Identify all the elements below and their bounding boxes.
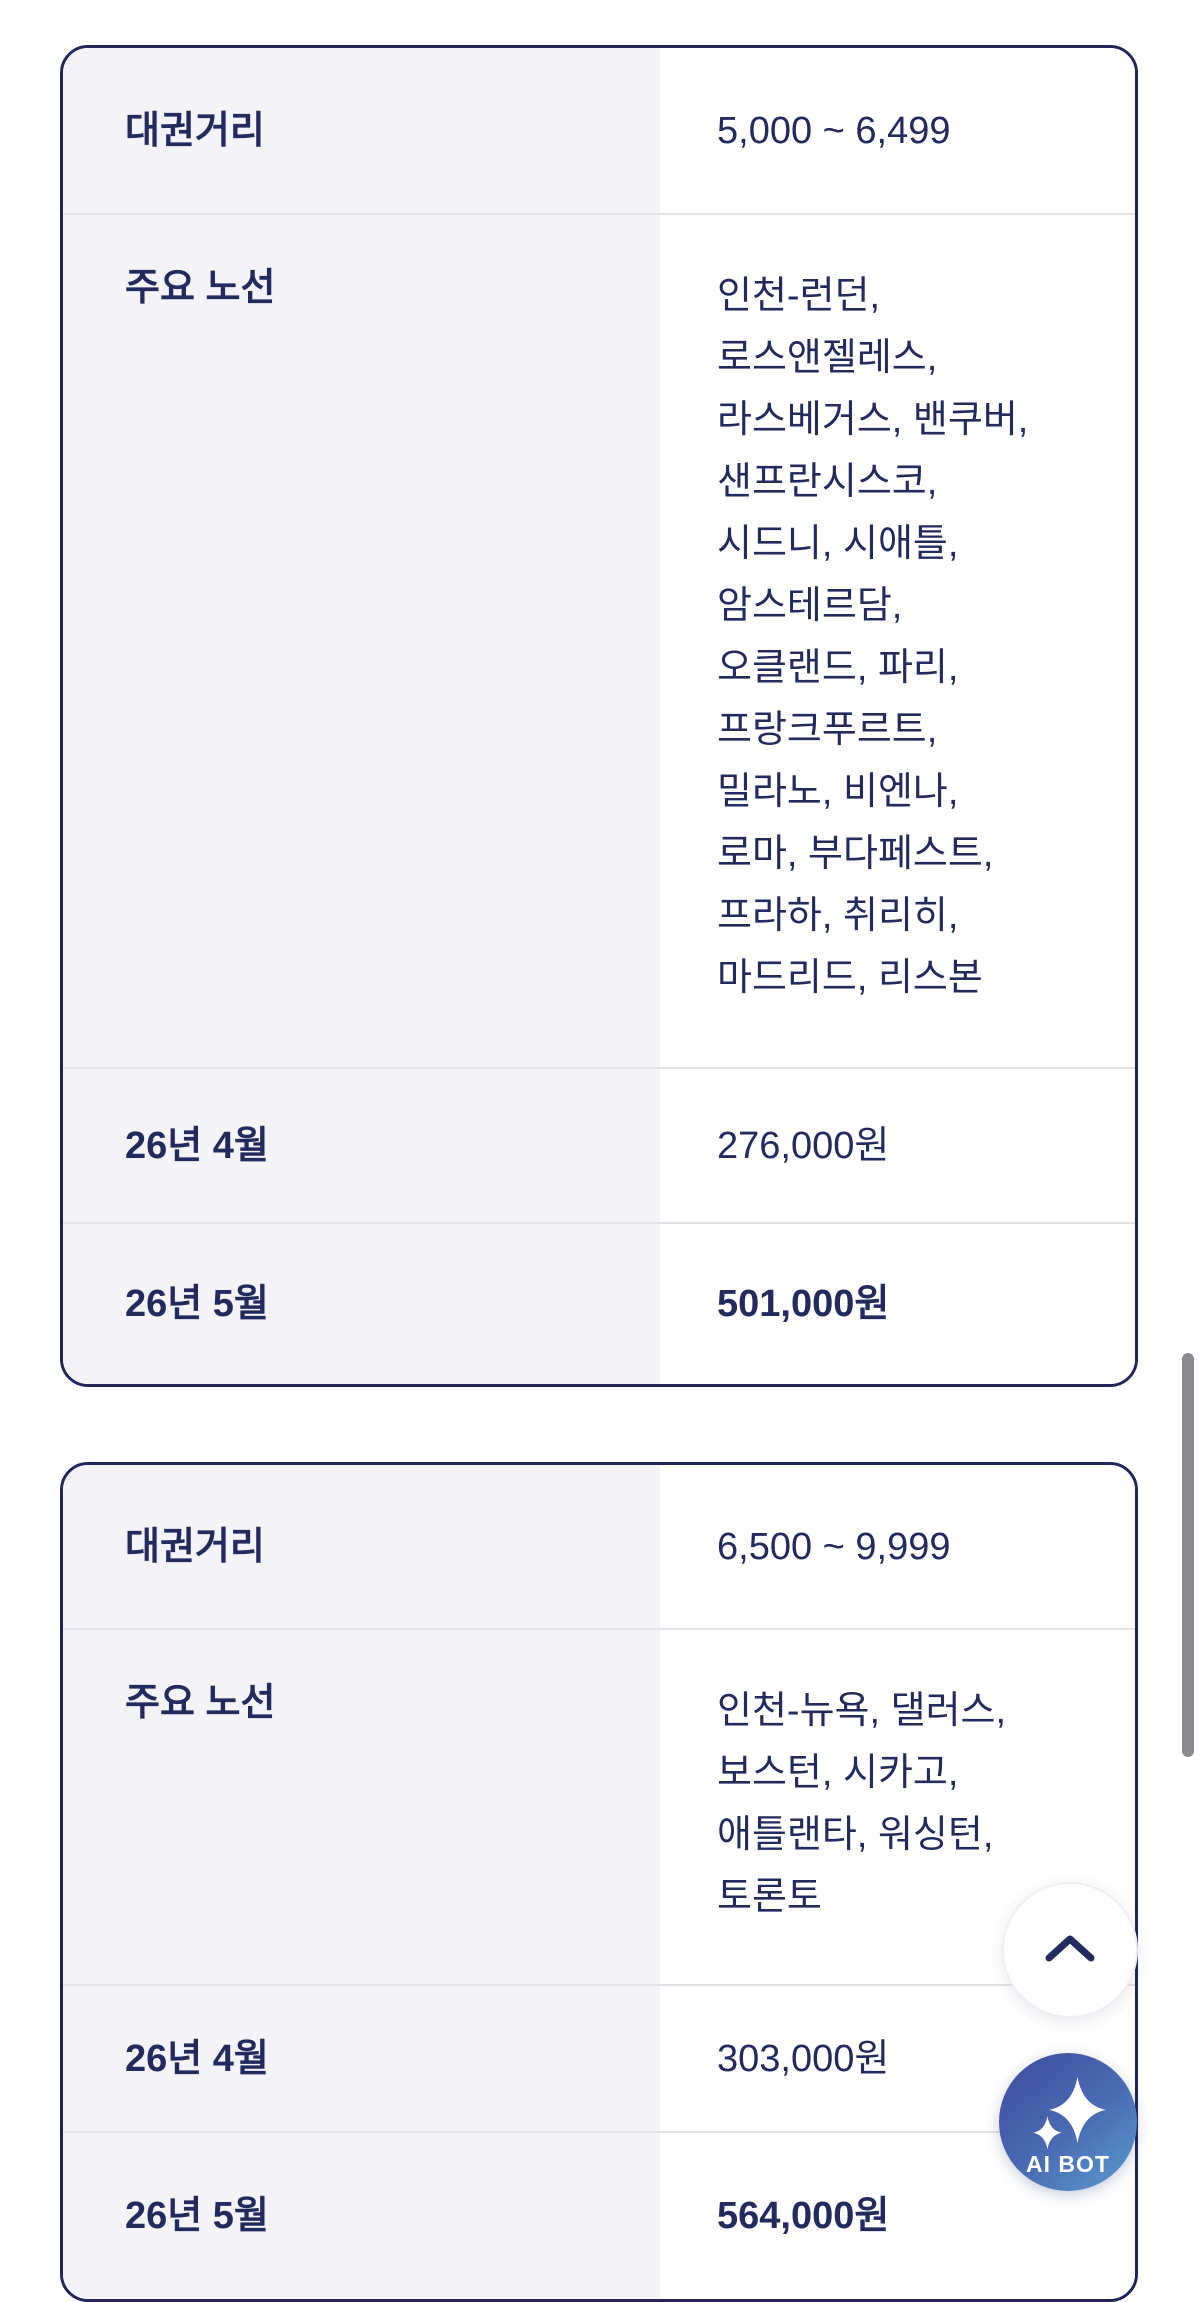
table-row: 26년 4월 276,000원 bbox=[63, 1067, 1135, 1222]
row-label: 대권거리 bbox=[63, 48, 660, 213]
table-row: 대권거리 6,500 ~ 9,999 bbox=[63, 1465, 1135, 1628]
table-row: 대권거리 5,000 ~ 6,499 bbox=[63, 48, 1135, 213]
row-value: 6,500 ~ 9,999 bbox=[660, 1465, 1135, 1628]
row-label: 26년 4월 bbox=[63, 1986, 660, 2131]
row-value: 인천-런던, 로스앤젤레스, 라스베거스, 밴쿠버, 샌프란시스코, 시드니, … bbox=[660, 215, 1135, 1067]
fare-table-card-1: 대권거리 5,000 ~ 6,499 주요 노선 인천-런던, 로스앤젤레스, … bbox=[60, 45, 1138, 1387]
table-row: 주요 노선 인천-뉴욕, 댈러스, 보스턴, 시카고, 애틀랜타, 워싱턴, 토… bbox=[63, 1628, 1135, 1984]
row-value: 인천-뉴욕, 댈러스, 보스턴, 시카고, 애틀랜타, 워싱턴, 토론토 bbox=[660, 1630, 1135, 1984]
table-row: 주요 노선 인천-런던, 로스앤젤레스, 라스베거스, 밴쿠버, 샌프란시스코,… bbox=[63, 213, 1135, 1067]
row-label: 대권거리 bbox=[63, 1465, 660, 1628]
row-label: 26년 5월 bbox=[63, 2133, 660, 2299]
row-label: 26년 4월 bbox=[63, 1069, 660, 1222]
row-label: 주요 노선 bbox=[63, 1630, 660, 1984]
row-value: 276,000원 bbox=[660, 1069, 1135, 1222]
scrollbar-thumb[interactable] bbox=[1182, 1353, 1194, 1757]
row-label: 주요 노선 bbox=[63, 215, 660, 1067]
table-row: 26년 5월 564,000원 bbox=[63, 2131, 1135, 2299]
scroll-to-top-button[interactable] bbox=[1002, 1882, 1138, 2018]
table-row: 26년 5월 501,000원 bbox=[63, 1222, 1135, 1384]
ai-bot-label: AI BOT bbox=[1026, 2150, 1110, 2177]
chevron-up-icon bbox=[1044, 1933, 1096, 1968]
table-row: 26년 4월 303,000원 bbox=[63, 1984, 1135, 2131]
ai-bot-button[interactable]: AI BOT bbox=[999, 2053, 1137, 2191]
fare-table-card-2: 대권거리 6,500 ~ 9,999 주요 노선 인천-뉴욕, 댈러스, 보스턴… bbox=[60, 1462, 1138, 2302]
sparkle-icon bbox=[1028, 2075, 1108, 2156]
row-label: 26년 5월 bbox=[63, 1224, 660, 1384]
row-value: 501,000원 bbox=[660, 1224, 1135, 1384]
row-value: 5,000 ~ 6,499 bbox=[660, 48, 1135, 213]
